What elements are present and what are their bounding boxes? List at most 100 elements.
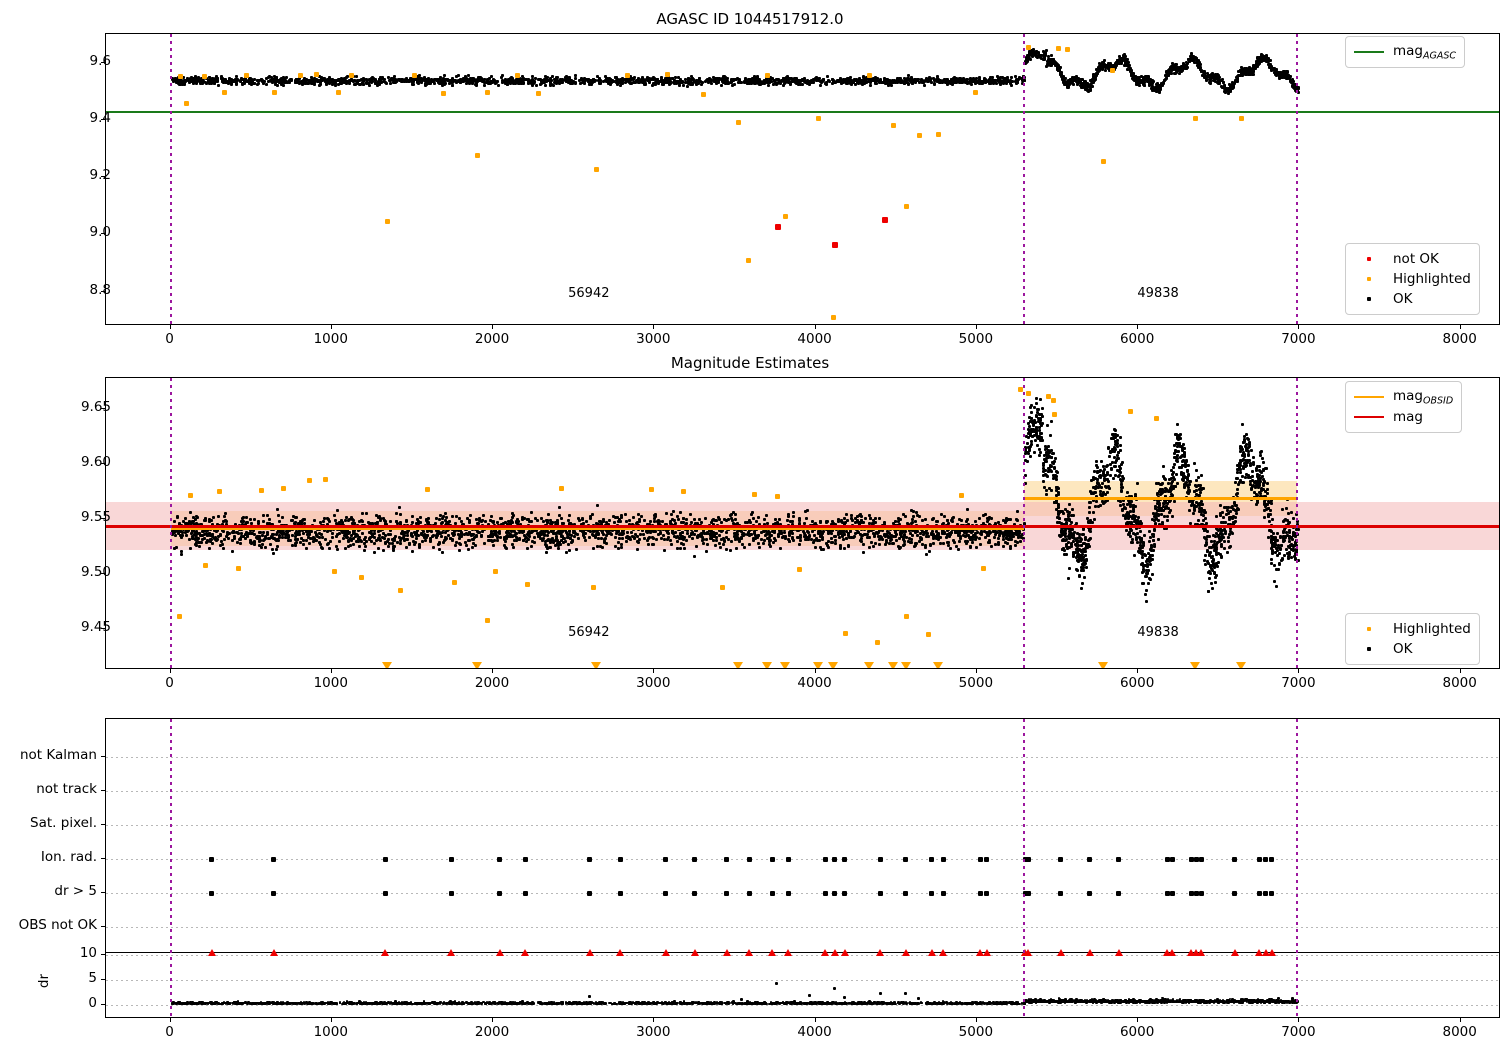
data-point-ok — [333, 83, 337, 87]
data-point-ok — [720, 83, 724, 87]
data-point-ok — [664, 511, 668, 515]
obsid-divider — [1295, 34, 1298, 324]
data-point-ok — [1195, 59, 1199, 63]
x-tick-label: 1000 — [313, 331, 348, 347]
obsid-divider — [169, 34, 172, 324]
data-point-ok — [464, 76, 468, 80]
data-point-ok — [558, 82, 562, 86]
data-point-ok — [335, 544, 339, 548]
data-point-ok — [307, 541, 311, 545]
data-point-ok — [1016, 519, 1020, 523]
data-point-ok — [950, 82, 954, 86]
x-tick-label: 5000 — [958, 331, 994, 347]
data-point-ok — [332, 513, 336, 517]
data-point-ok — [262, 537, 266, 541]
data-point-ok — [440, 83, 444, 87]
data-point-ok — [697, 81, 701, 85]
data-point-ok — [543, 80, 547, 84]
data-point-ok — [1276, 72, 1280, 76]
data-point-ok — [615, 76, 619, 80]
data-point-ok — [692, 532, 696, 536]
data-point-ok — [671, 77, 675, 81]
data-point-ok — [933, 78, 937, 82]
data-point-ok — [361, 511, 365, 515]
data-point-ok — [551, 75, 555, 79]
data-point-ok — [188, 537, 192, 541]
data-point-ok — [858, 538, 862, 542]
data-point-ok — [411, 550, 415, 554]
data-point-ok — [932, 81, 936, 85]
data-point-ok — [767, 543, 771, 547]
data-point-ok — [1139, 79, 1143, 83]
data-point-ok — [398, 541, 402, 545]
data-point-ok — [1014, 80, 1018, 84]
data-point-ok — [457, 79, 461, 83]
data-point-ok — [1079, 77, 1083, 81]
data-point-ok — [777, 77, 781, 81]
data-point-ok — [719, 521, 723, 525]
data-point-ok — [883, 80, 887, 84]
data-point-ok — [176, 81, 180, 85]
data-point-ok — [235, 81, 239, 85]
data-point-ok — [257, 519, 260, 523]
data-point-ok — [211, 541, 215, 545]
data-point-ok — [925, 79, 929, 83]
data-point-ok — [280, 76, 284, 80]
data-point-ok — [1058, 66, 1062, 70]
data-point-ok — [382, 78, 386, 82]
data-point-ok — [543, 540, 547, 544]
data-point-ok — [1138, 75, 1142, 79]
data-point-ok — [245, 80, 249, 84]
data-point-ok — [756, 541, 760, 545]
data-point-ok — [792, 511, 796, 515]
data-point-ok — [729, 549, 733, 553]
data-point-ok — [261, 82, 265, 86]
y-tick-label: 9.0 — [89, 224, 111, 241]
data-point-ok — [1184, 65, 1188, 69]
data-point-ok — [606, 81, 610, 85]
data-point-highlighted — [782, 214, 788, 220]
data-point-ok — [724, 531, 728, 535]
data-point-ok — [496, 83, 500, 87]
data-point-ok — [270, 547, 274, 551]
data-point-ok — [987, 540, 991, 544]
data-point-highlighted — [594, 167, 600, 173]
data-point-ok — [674, 82, 678, 86]
data-point-ok — [195, 82, 199, 86]
legend-item-highlighted: Highlighted — [1354, 269, 1471, 289]
data-point-ok — [965, 518, 969, 522]
data-point-ok — [233, 536, 237, 540]
data-point-ok — [511, 546, 515, 550]
data-point-ok — [198, 81, 202, 85]
data-point-ok — [669, 82, 673, 86]
data-point-ok — [669, 79, 673, 83]
data-point-ok — [804, 516, 808, 520]
data-point-ok — [404, 545, 408, 549]
x-tickmark — [814, 325, 816, 329]
data-point-ok — [961, 81, 965, 85]
data-point-ok — [580, 518, 584, 522]
x-tickmark — [975, 325, 977, 329]
data-point-ok — [911, 533, 915, 537]
data-point-ok — [833, 535, 837, 539]
data-point-ok — [555, 534, 559, 538]
data-point-ok — [850, 516, 854, 520]
data-point-ok — [957, 539, 961, 543]
data-point-ok — [276, 84, 280, 88]
data-point-ok — [1076, 78, 1080, 82]
data-point-ok — [601, 546, 605, 550]
data-point-ok — [641, 75, 645, 79]
data-point-ok — [516, 82, 520, 86]
data-point-highlighted — [745, 257, 751, 263]
data-point-ok — [1019, 540, 1023, 544]
data-point-ok — [670, 518, 674, 522]
data-point-ok — [434, 78, 438, 82]
data-point-ok — [749, 512, 753, 516]
data-point-highlighted — [178, 73, 184, 79]
data-point-ok — [529, 511, 533, 515]
data-point-ok — [416, 74, 420, 78]
data-point-ok — [972, 79, 976, 83]
data-point-ok — [678, 546, 682, 550]
x-tickmark — [330, 325, 332, 329]
data-point-ok — [391, 77, 395, 81]
